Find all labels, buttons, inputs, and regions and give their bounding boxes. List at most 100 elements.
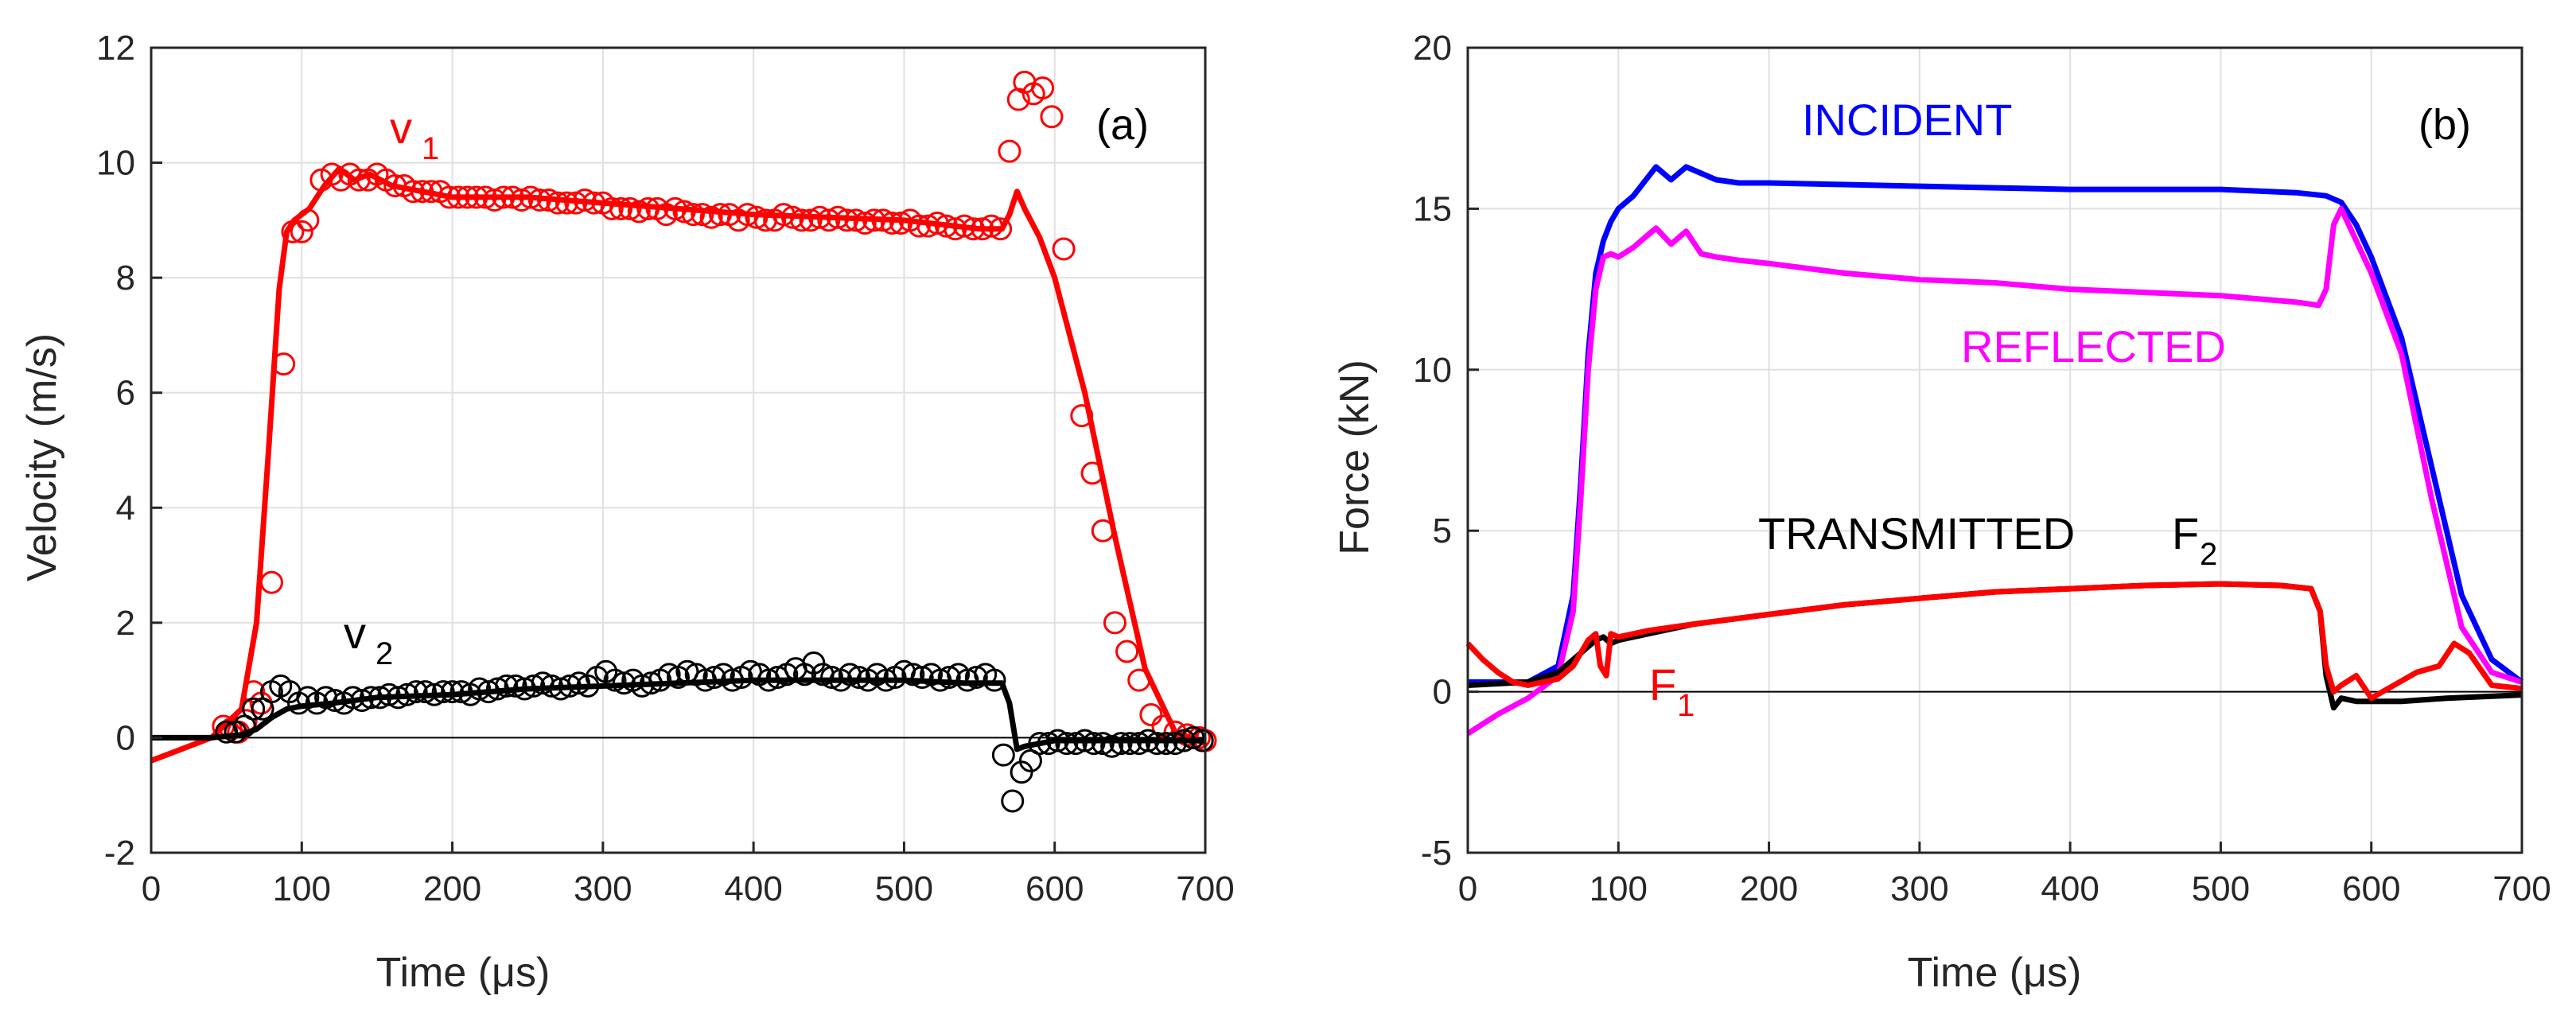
panel-a-series-1-point — [627, 200, 651, 224]
panel-a-series-3-point — [820, 666, 844, 690]
panel-a-series-3-point — [847, 666, 871, 690]
panel-a-series-1-point — [564, 191, 588, 215]
panel-b-series-0-label: INCIDENT — [1802, 95, 2012, 145]
panel-a-plot-area — [150, 70, 1217, 813]
panel-a-series-1-point — [510, 189, 534, 212]
panel-a-series-2-label: v — [344, 608, 366, 658]
panel-a-x-tick-label: 600 — [1025, 869, 1084, 908]
panel-a-series-0-label: v — [390, 103, 412, 153]
panel-a-series-3-point — [1001, 789, 1025, 813]
panel-a-series-1-point — [807, 205, 831, 229]
panel-b-y-tick-label: 10 — [1413, 351, 1452, 390]
panel-a-y-tick-label: 10 — [96, 144, 135, 183]
panel-a-y-tick-label: 8 — [116, 259, 135, 298]
panel-a-series-1-point — [456, 185, 479, 209]
panel-b-x-tick-label: 300 — [1890, 869, 1948, 908]
panel-a-series-1-point — [290, 220, 313, 243]
panel-a-series-1-point — [1070, 404, 1094, 428]
panel-b-x-tick-label: 400 — [2041, 869, 2099, 908]
panel-a-series-1-point — [1040, 105, 1064, 129]
panel-b-x-tick-label: 700 — [2492, 869, 2551, 908]
panel-a-series-3-point — [414, 680, 437, 704]
panel-a-series-3-point — [603, 668, 627, 692]
panel-a-series-1-point — [889, 211, 913, 235]
panel-a-series-1-point — [446, 185, 470, 209]
panel-a-series-1-point — [780, 205, 804, 229]
panel-b-x-tick-label: 500 — [2192, 869, 2250, 908]
panel-a-series-3-point — [1028, 732, 1052, 756]
panel-a-y-tick-label: 12 — [96, 29, 135, 68]
panel-a-series-3-point — [639, 671, 663, 695]
panel-a-series-3-point — [395, 682, 419, 706]
panel-a-series-3-point — [1037, 732, 1060, 756]
panel-a-series-1-point — [555, 191, 578, 215]
panel-a-series-3-point — [1154, 732, 1178, 756]
panel-b-series-3-label: F — [1649, 659, 1676, 710]
panel-a-series-3-point — [468, 677, 492, 701]
panel-a-series-1-point — [1115, 640, 1139, 663]
panel-a-series-3-point — [558, 674, 582, 698]
panel-b-y-axis-label: Force (kN) — [1332, 360, 1378, 555]
panel-a-series-3-point — [1091, 732, 1115, 756]
panel-a-series-1-point — [483, 189, 507, 212]
panel-a-series-1-point — [672, 200, 696, 224]
panel-a-series-3-point — [1010, 760, 1033, 784]
panel-a-series-3-point — [675, 659, 699, 683]
panel-a-series-1-point — [296, 208, 320, 232]
panel-a-series-3-point — [495, 674, 519, 698]
panel-a-series-3-point — [485, 677, 509, 701]
panel-a-series-1-point — [1091, 519, 1115, 542]
panel-b-y-tick-label: 5 — [1433, 511, 1452, 550]
panel-a-x-tick-label: 0 — [142, 869, 161, 908]
panel-a-series-3-point — [1145, 732, 1169, 756]
panel-a-series-3-point — [504, 674, 527, 698]
panel-a-series-1-point — [411, 180, 434, 204]
panel-a-series-1-point — [492, 185, 516, 209]
panel-a-series-1-point — [871, 208, 895, 232]
panel-a-y-tick-label: 4 — [116, 488, 135, 527]
panel-a-series-3-point — [350, 688, 374, 712]
panel-b-series-4-label-subscript: 2 — [2200, 537, 2217, 572]
panel-b-series-3-line — [1465, 581, 2523, 702]
panel-a-series-1-point — [281, 220, 305, 243]
panel-a-series-1-point — [934, 214, 958, 238]
panel-a-x-tick-label: 700 — [1176, 869, 1234, 908]
panel-b-series-0-line — [1468, 164, 2524, 685]
panel-a-series-3-point — [359, 686, 383, 710]
panel-a-series-3-point — [377, 682, 401, 706]
panel-a-series-3-point — [323, 688, 347, 712]
panel-b-y-tick-label: 20 — [1413, 29, 1452, 68]
panel-a-x-axis-label: Time (μs) — [376, 950, 551, 996]
panel-a-series-1-point — [971, 217, 994, 241]
panel-a-series-3-point — [1109, 732, 1133, 756]
panel-a-series-1-point — [699, 205, 723, 229]
panel-a-series-1-point — [600, 196, 624, 220]
panel-a-series-1-point — [1103, 611, 1127, 635]
panel-a-series-3-point — [368, 686, 392, 710]
panel-a-series-1-point — [519, 185, 543, 209]
panel-a-series-1-point — [745, 205, 769, 229]
panel-a-series-1-point — [826, 205, 850, 229]
panel-a-series-1-point — [835, 208, 858, 232]
panel-b-series-2-label: TRANSMITTED — [1758, 508, 2075, 558]
panel-a-series-3-point — [242, 697, 266, 721]
panel-a-series-3-point — [1073, 729, 1097, 752]
panel-a-series-3-point — [874, 668, 898, 692]
panel-a-series-1-point — [681, 203, 705, 227]
panel-a-series-1-point — [401, 180, 425, 204]
panel-a-series-1-point — [1052, 237, 1076, 261]
panel-a-series-1-point — [537, 189, 561, 212]
panel-a-series-3-point — [1082, 732, 1106, 756]
panel-a-series-3-point — [341, 686, 365, 710]
panel-a-series-1-point — [989, 217, 1013, 241]
panel-b-x-tick-label: 0 — [1458, 869, 1477, 908]
panel-a-series-3-point — [612, 671, 636, 695]
panel-a-y-tick-label: 0 — [116, 718, 135, 757]
panel-a-series-1-point — [952, 214, 976, 238]
panel-a-series-3-point — [1100, 734, 1124, 758]
panel-a-series-1-point — [944, 217, 967, 241]
